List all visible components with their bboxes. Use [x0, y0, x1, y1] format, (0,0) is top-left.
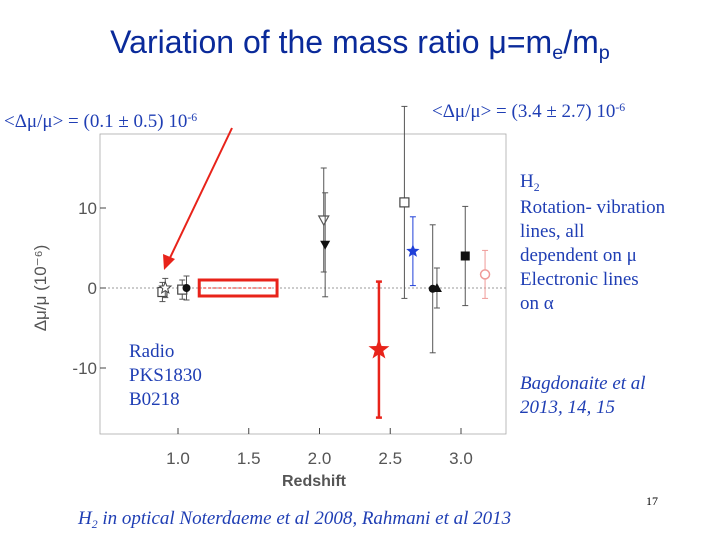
right-result-exponent: -6 — [615, 100, 626, 114]
radio-label: Radio PKS1830 B0218 — [129, 340, 202, 412]
radio-label-line: B0218 — [129, 389, 180, 410]
x-axis-label: Redshift — [282, 473, 347, 490]
h2-heading: H2 — [520, 170, 716, 196]
radio-label-line: Radio — [129, 341, 175, 362]
side-note-line: lines, all — [520, 221, 585, 242]
side-notes: H2 Rotation- vibration lines, all depend… — [520, 170, 716, 316]
title-main: Variation of the mass ratio — [110, 24, 489, 60]
data-point-filled-star — [406, 244, 420, 257]
left-result-exponent: -6 — [187, 110, 198, 124]
data-point-filled-circle — [182, 284, 191, 292]
side-note-line: Rotation- vibration — [520, 197, 666, 218]
y-tick-label: -10 — [72, 359, 97, 378]
data-point-filled-star — [368, 338, 390, 359]
right-result-text: <Δμ/μ> = (3.4 ± 2.7) 10 — [432, 101, 616, 122]
data-point-open-star — [158, 280, 173, 295]
radio-label-line: PKS1830 — [129, 365, 202, 386]
y-axis: 10 0 -10 — [72, 199, 106, 378]
x-tick-label: 1.0 — [166, 449, 190, 468]
mu-symbol: μ — [488, 24, 507, 60]
right-result: <Δμ/μ> = (3.4 ± 2.7) 10-6 — [432, 101, 625, 123]
title-sub-e: e — [552, 42, 564, 65]
side-note-line: Electronic lines — [520, 269, 639, 290]
credits-line: 2013, 14, 15 — [520, 397, 615, 418]
radio-constraint-box — [197, 278, 279, 298]
credits-line: Bagdonaite et al — [520, 373, 646, 394]
data-point-open-triangle — [317, 215, 330, 227]
pointer-arrow — [167, 127, 233, 263]
footer-reference: H2 in optical Noterdaeme et al 2008, Rah… — [78, 508, 512, 531]
footer-h: H — [78, 508, 92, 529]
y-tick-label: 10 — [78, 199, 97, 218]
page-number: 17 — [646, 494, 658, 508]
y-axis-label: Δμ/μ (10⁻⁶) — [31, 245, 50, 332]
credits: Bagdonaite et al 2013, 14, 15 — [520, 372, 646, 420]
footer-h-subscript: 2 — [91, 517, 98, 531]
x-tick-label: 1.5 — [237, 449, 261, 468]
side-note-line: dependent on μ — [520, 245, 637, 266]
left-result: <Δμ/μ> = (0.1 ± 0.5) 10-6 — [4, 111, 197, 133]
y-tick-label: 0 — [88, 279, 97, 298]
title-slash: /m — [563, 24, 599, 60]
x-axis: 1.0 1.5 2.0 2.5 3.0 — [166, 428, 473, 468]
data-point-open-circle — [479, 269, 491, 280]
title-sub-p: p — [598, 42, 610, 65]
h2-letter: H — [520, 171, 534, 192]
x-tick-label: 3.0 — [449, 449, 473, 468]
x-tick-label: 2.5 — [378, 449, 402, 468]
x-tick-label: 2.0 — [308, 449, 332, 468]
points-layer — [157, 105, 491, 419]
data-point-filled-square — [460, 251, 470, 261]
side-note-line: on α — [520, 293, 554, 314]
slide-title: Variation of the mass ratio μ=me/mp — [0, 24, 720, 65]
band-layer — [197, 278, 279, 298]
left-result-text: <Δμ/μ> = (0.1 ± 0.5) 10 — [4, 111, 188, 132]
data-point-open-square — [399, 197, 410, 208]
plot-frame — [99, 133, 507, 435]
h2-subscript: 2 — [533, 180, 540, 194]
data-point-filled-triangle — [320, 240, 331, 250]
data-point-filled-triangle — [431, 283, 442, 292]
footer-text: in optical Noterdaeme et al 2008, Rahman… — [97, 508, 512, 529]
pointer-arrow-head — [163, 254, 175, 270]
title-equals: =m — [506, 24, 553, 60]
